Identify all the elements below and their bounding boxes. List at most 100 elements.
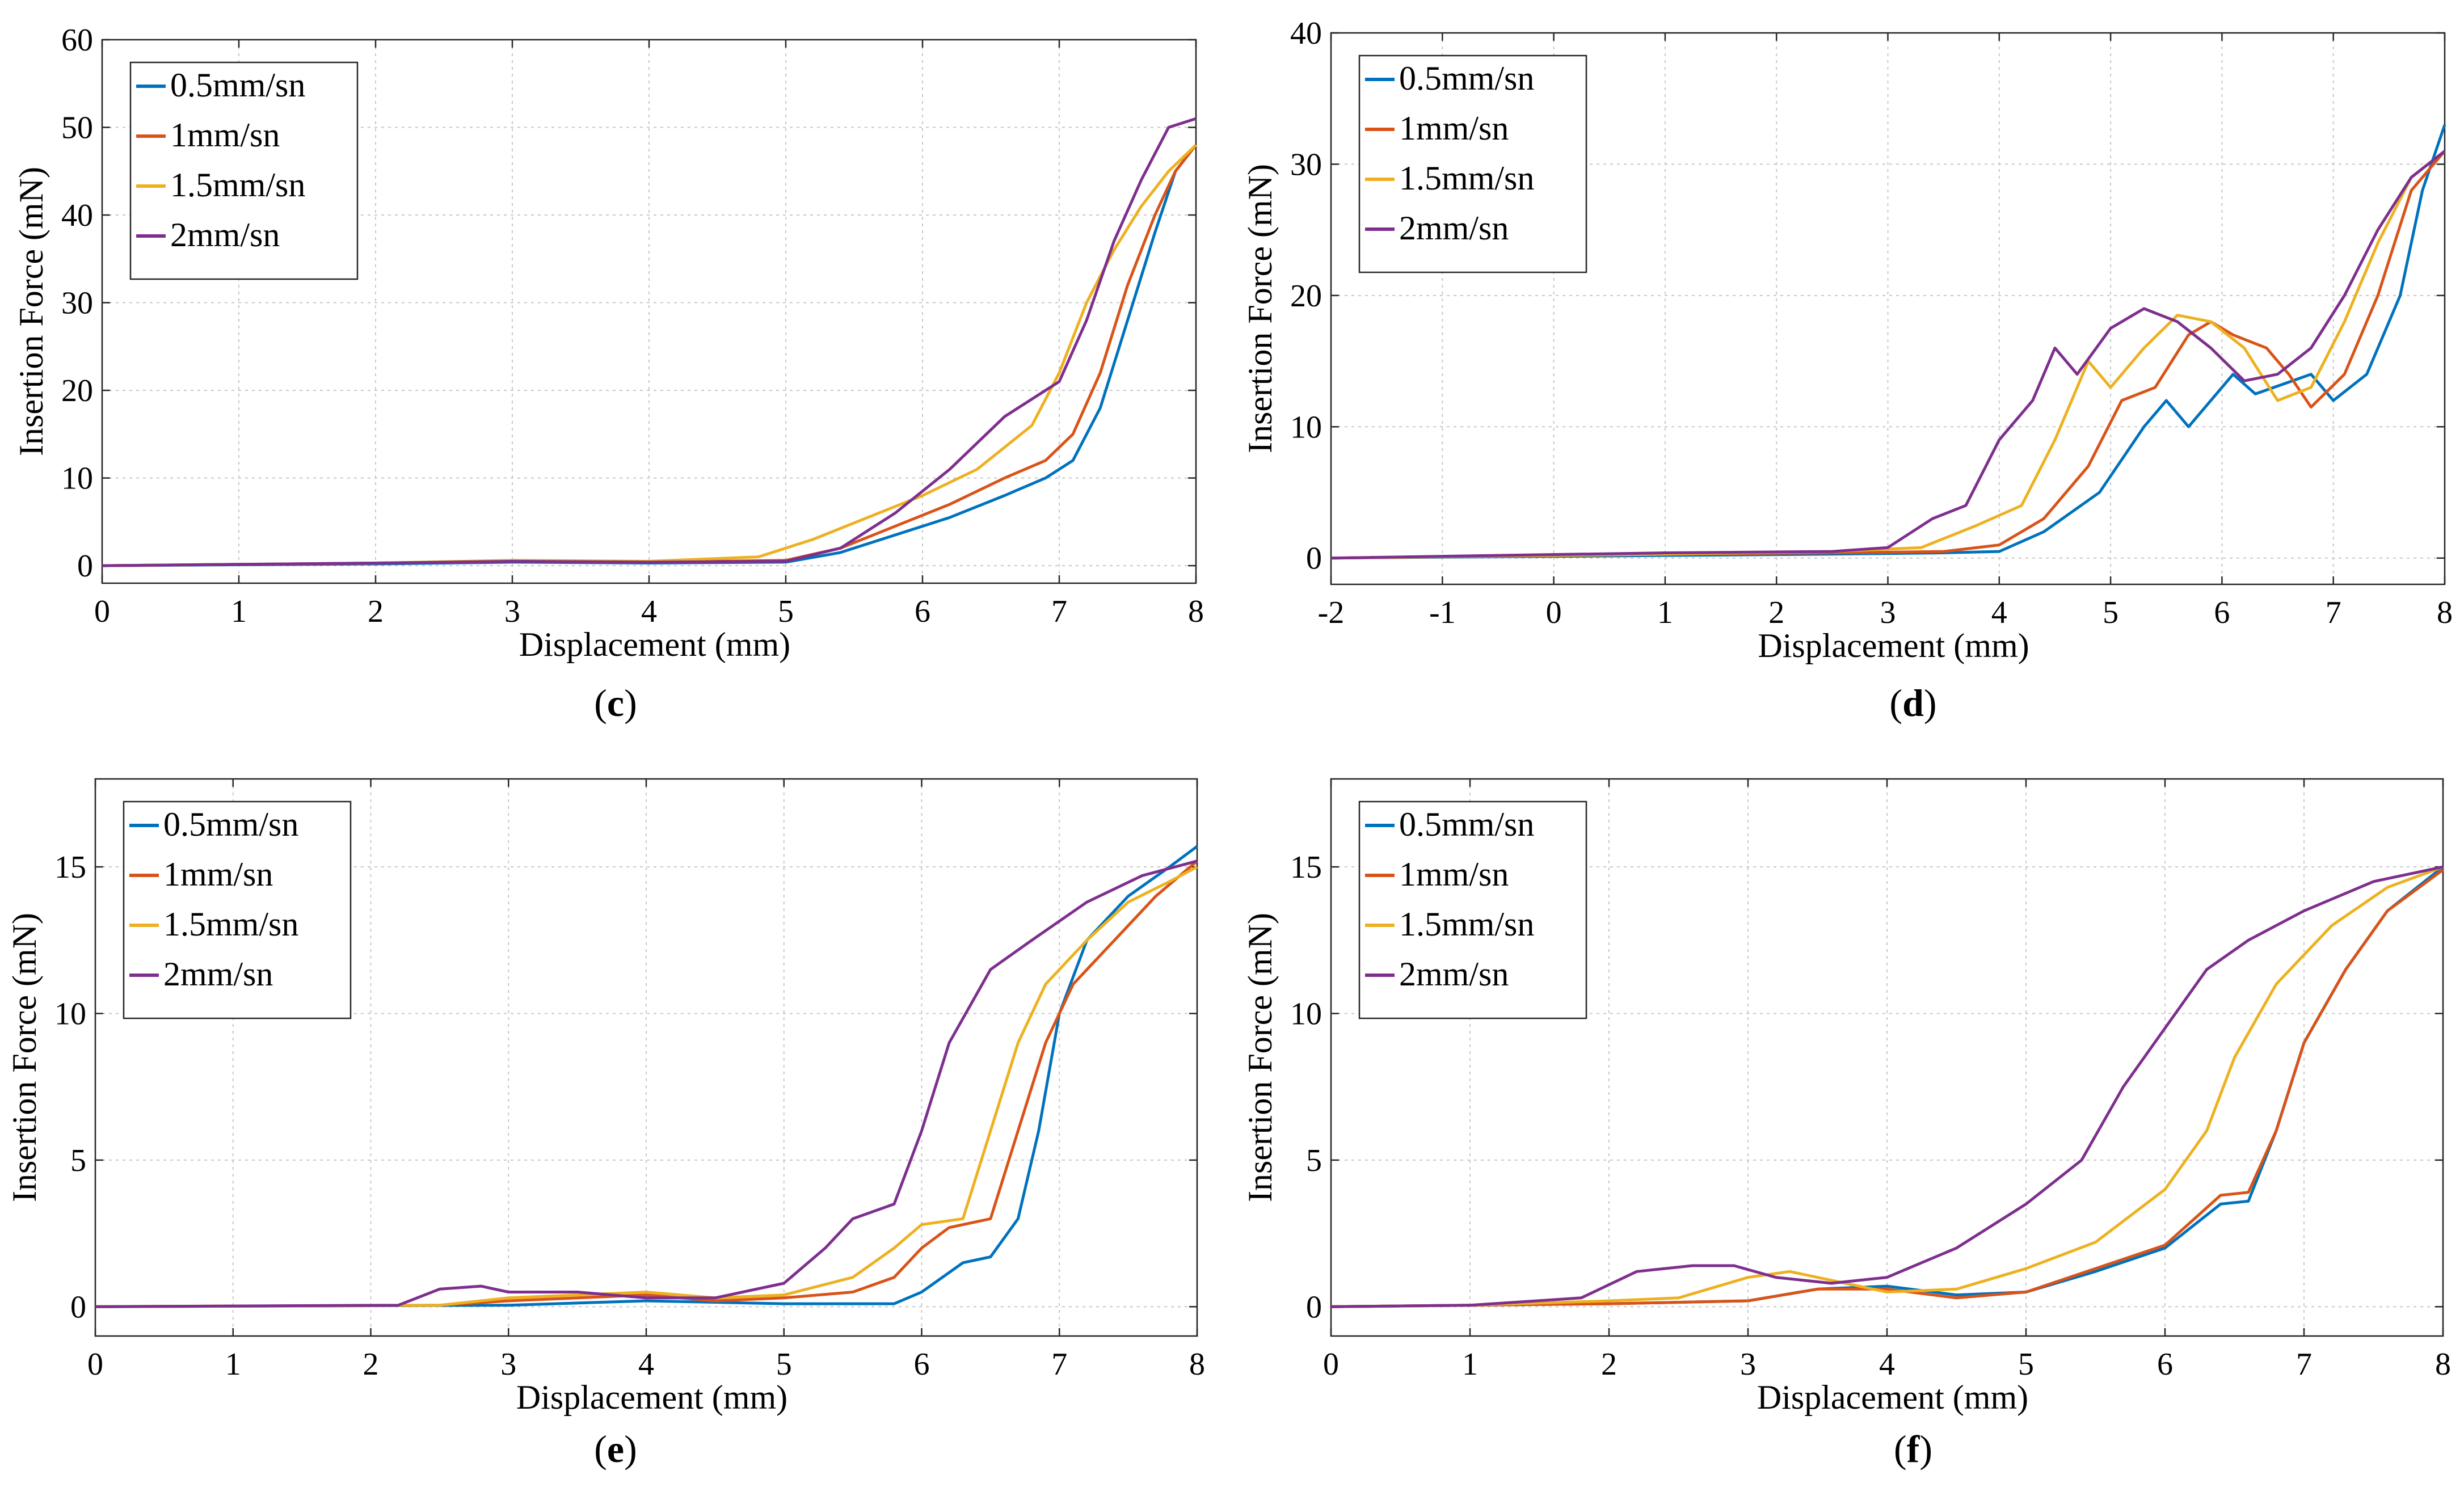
x-tick-label: 0	[87, 1347, 103, 1382]
y-tick-label: 30	[1290, 147, 1322, 182]
legend-label: 2mm/sn	[170, 216, 280, 254]
y-tick-label: 30	[61, 286, 93, 321]
x-tick-label: -2	[1318, 595, 1345, 630]
legend-label: 0.5mm/sn	[163, 806, 298, 843]
series-line-2mm/sn	[95, 859, 1198, 1308]
y-axis-label: Insertion Force (mN)	[6, 913, 43, 1202]
x-tick-label: 7	[2296, 1347, 2312, 1382]
x-tick-label: 3	[1880, 595, 1896, 630]
caption-c: (c)	[594, 681, 637, 724]
x-tick-label: 0	[1323, 1347, 1339, 1382]
x-tick-label: 6	[2214, 595, 2230, 630]
x-tick-label: -1	[1429, 595, 1456, 630]
caption-e-letter: e	[606, 1427, 625, 1470]
legend-label: 1mm/sn	[170, 116, 280, 154]
legend-label: 0.5mm/sn	[170, 66, 305, 104]
panel-e: 0 1 2 3 4 5 6 7 8 0 5 10 15 Displacement (mm) Insertio…	[0, 748, 1232, 1496]
caption-c-letter: c	[606, 681, 625, 724]
x-tick-label: 6	[2157, 1347, 2173, 1382]
panel-f: 0 1 2 3 4 5 6 7 8 0 5 10 15 Displacement (mm) Insertio…	[1232, 748, 2464, 1496]
x-tick-label: 6	[914, 1347, 930, 1382]
x-tick-label: 8	[2437, 595, 2453, 630]
caption-d-letter: d	[1902, 681, 1924, 724]
x-tick-label: 5	[2103, 595, 2118, 630]
chart-d: -2 -1 0 1 2 3 4 5 6 7 8 0 10 20 30 40 Displacement (mm) I…	[1241, 16, 2453, 664]
chart-f: 0 1 2 3 4 5 6 7 8 0 5 10 15 Displacement (mm) Insertio…	[1241, 778, 2451, 1416]
legend: 0.5mm/sn 1mm/sn 1.5mm/sn 2mm/sn	[1358, 54, 1587, 273]
x-tick-label: 4	[1879, 1347, 1895, 1382]
x-tick-label: 0	[1546, 595, 1562, 630]
x-tick-label: 8	[2435, 1347, 2451, 1382]
legend-label: 1.5mm/sn	[1399, 159, 1534, 197]
x-tick-label: 4	[638, 1347, 654, 1382]
y-tick-label: 0	[1306, 1289, 1322, 1325]
x-tick-label: 3	[500, 1347, 516, 1382]
y-tick-label: 10	[61, 461, 93, 496]
x-tick-label: 7	[1051, 594, 1067, 629]
legend-box	[123, 800, 352, 1019]
y-tick-label: 40	[61, 198, 93, 233]
caption-e: (e)	[594, 1427, 637, 1470]
y-tick-label: 5	[70, 1143, 86, 1178]
x-tick-label: 8	[1189, 1347, 1205, 1382]
legend-label: 1mm/sn	[1399, 109, 1509, 147]
legend-box	[129, 61, 359, 280]
y-tick-label: 0	[1306, 541, 1322, 576]
legend: 0.5mm/sn 1mm/sn 1.5mm/sn 2mm/sn	[129, 61, 359, 280]
series-line-2mm/sn	[102, 117, 1197, 567]
x-axis-label: Displacement (mm)	[1757, 1379, 2028, 1416]
y-tick-label: 0	[70, 1289, 86, 1325]
chart-c: 0 1 2 3 4 5 6 7 8 0 10 20 30 40 50 60 Displacement (mm) I…	[12, 23, 1204, 663]
x-tick-label: 7	[2326, 595, 2341, 630]
y-axis-label: Insertion Force (mN)	[12, 167, 50, 456]
legend-label: 2mm/sn	[1399, 955, 1509, 993]
series-line-1.5mm/sn	[1330, 865, 2444, 1308]
panel-c: 0 1 2 3 4 5 6 7 8 0 10 20 30 40 50 60 Displacement (mm) I…	[0, 0, 1232, 748]
y-tick-label: 10	[54, 996, 86, 1031]
panel-d: -2 -1 0 1 2 3 4 5 6 7 8 0 10 20 30 40 Displacement (mm) I…	[1232, 0, 2464, 748]
x-tick-label: 1	[1657, 595, 1673, 630]
x-tick-label: 3	[1740, 1347, 1756, 1382]
y-tick-label: 40	[1290, 16, 1322, 51]
x-tick-label: 1	[231, 594, 247, 629]
x-tick-label: 5	[778, 594, 794, 629]
x-axis-label: Displacement (mm)	[516, 1379, 787, 1416]
y-tick-label: 10	[1290, 996, 1322, 1031]
legend-label: 1mm/sn	[1399, 856, 1509, 893]
y-axis-label: Insertion Force (mN)	[1241, 164, 1279, 453]
legend-label: 2mm/sn	[163, 955, 273, 993]
legend: 0.5mm/sn 1mm/sn 1.5mm/sn 2mm/sn	[123, 800, 352, 1019]
series-line-0.5mm/sn	[95, 845, 1198, 1308]
x-tick-label: 7	[1051, 1347, 1067, 1382]
legend-label: 0.5mm/sn	[1399, 60, 1534, 97]
y-tick-label: 5	[1306, 1143, 1322, 1178]
x-tick-label: 0	[94, 594, 110, 629]
series-line-1.5mm/sn	[1330, 150, 2446, 560]
y-tick-label: 20	[61, 373, 93, 408]
x-tick-label: 5	[776, 1347, 792, 1382]
legend-label: 1mm/sn	[163, 856, 273, 893]
legend-box	[1358, 54, 1587, 273]
x-axis-label: Displacement (mm)	[519, 626, 790, 663]
x-tick-label: 4	[641, 594, 657, 629]
legend-label: 1.5mm/sn	[163, 905, 298, 943]
x-axis-label: Displacement (mm)	[1758, 627, 2029, 664]
legend-box	[1358, 800, 1587, 1019]
caption-f-letter: f	[1906, 1427, 1920, 1470]
series-line-1mm/sn	[95, 859, 1198, 1308]
legend-label: 0.5mm/sn	[1399, 806, 1534, 843]
x-tick-label: 2	[368, 594, 384, 629]
series-line-2mm/sn	[1330, 865, 2444, 1308]
x-tick-label: 1	[225, 1347, 241, 1382]
legend-label: 2mm/sn	[1399, 209, 1509, 247]
x-tick-label: 1	[1462, 1347, 1478, 1382]
x-tick-label: 2	[1601, 1347, 1617, 1382]
legend-label: 1.5mm/sn	[170, 166, 305, 204]
series-line-2mm/sn	[1330, 150, 2446, 560]
chart-e: 0 1 2 3 4 5 6 7 8 0 5 10 15 Displacement (mm) Insertio…	[6, 778, 1205, 1416]
caption-d: (d)	[1889, 681, 1937, 724]
x-tick-label: 2	[1768, 595, 1784, 630]
legend-label: 1.5mm/sn	[1399, 905, 1534, 943]
x-tick-label: 2	[363, 1347, 379, 1382]
x-tick-label: 8	[1188, 594, 1204, 629]
